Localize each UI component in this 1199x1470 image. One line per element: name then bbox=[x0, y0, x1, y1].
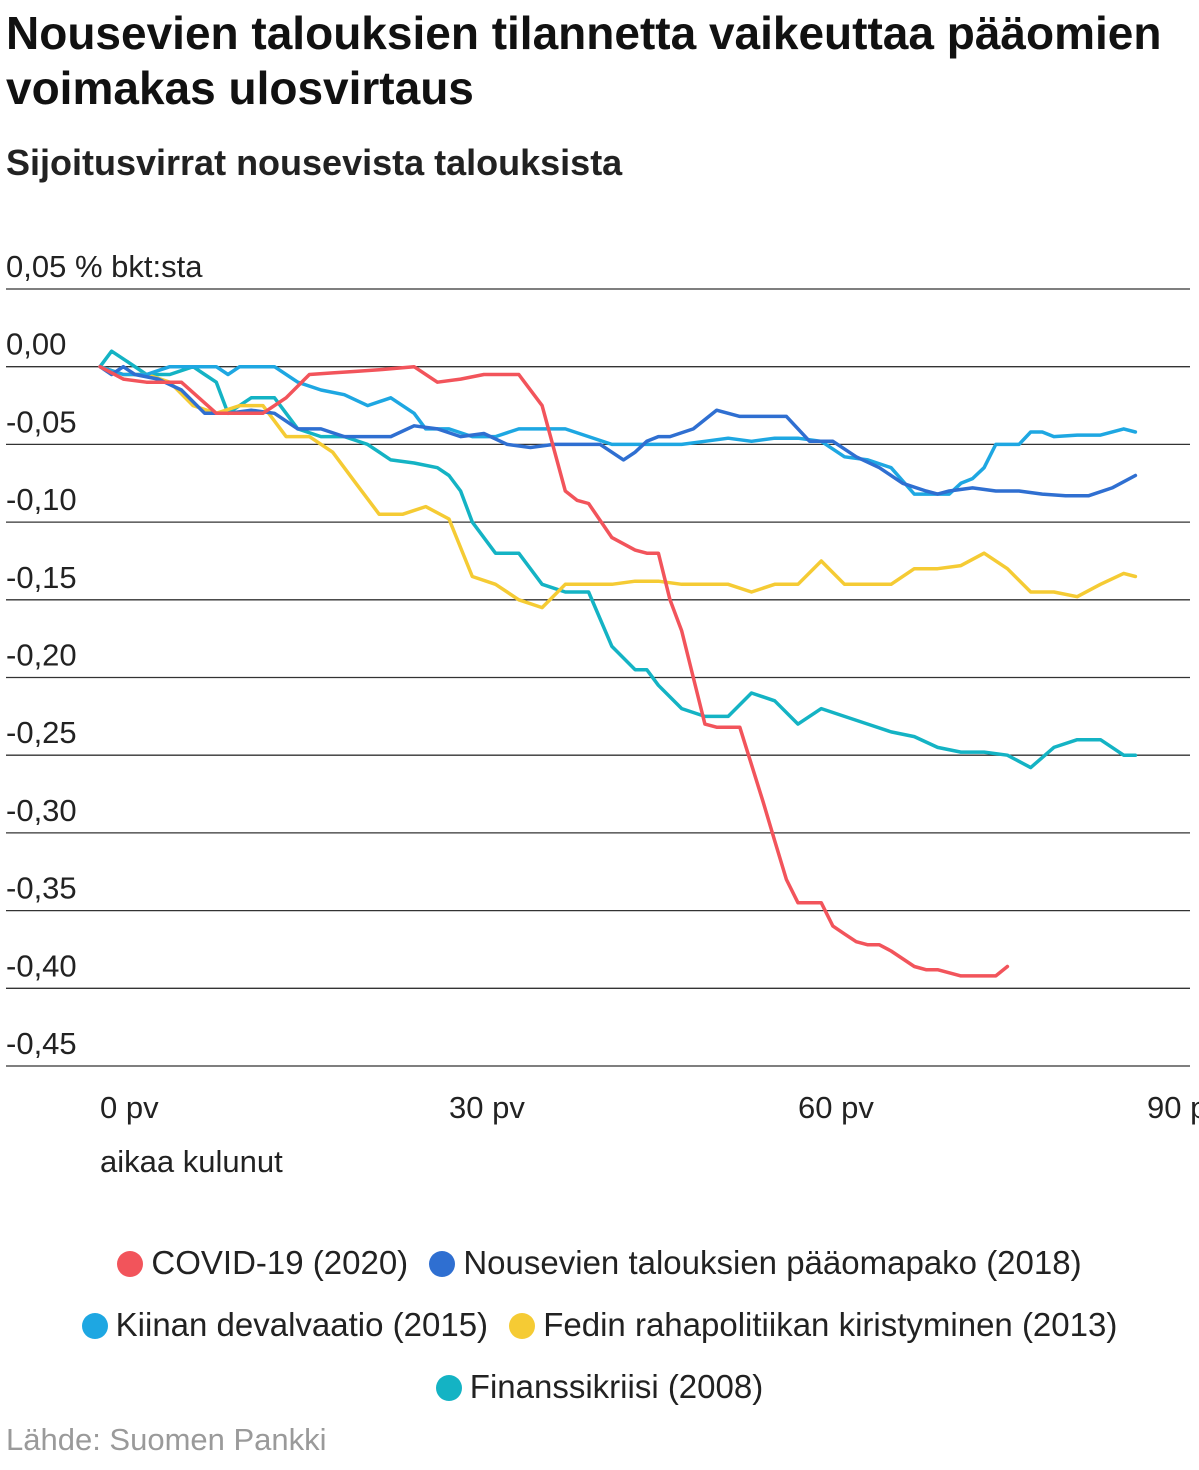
series-line-4 bbox=[98, 349, 1138, 770]
legend-label-fed: Fedin rahapolitiikan kiristyminen (2013) bbox=[543, 1306, 1118, 1343]
y-tick-label: 0,00 bbox=[6, 327, 66, 362]
legend-row-1: COVID-19 (2020) Nousevien talouksien pää… bbox=[0, 1232, 1199, 1294]
chart-subtitle: Sijoitusvirrat nousevista talouksista bbox=[6, 142, 623, 183]
legend: COVID-19 (2020) Nousevien talouksien pää… bbox=[0, 1232, 1199, 1418]
legend-label-china: Kiinan devalvaatio (2015) bbox=[115, 1306, 489, 1343]
y-tick-label: -0,20 bbox=[6, 638, 77, 673]
line-chart: 0,05 % bkt:sta 0,00 -0,05 -0,10 -0,15 -0,20 -0… bbox=[6, 249, 1199, 1179]
series-line-0 bbox=[98, 364, 1010, 978]
y-tick-label: -0,15 bbox=[6, 560, 77, 595]
y-tick-label: -0,45 bbox=[6, 1026, 77, 1061]
y-axis-unit-label: 0,05 % bkt:sta bbox=[6, 249, 203, 284]
legend-item-covid: COVID-19 (2020) bbox=[117, 1232, 408, 1294]
series-line-1 bbox=[98, 364, 1138, 498]
series-line-3 bbox=[98, 364, 1138, 610]
x-tick-label: 60 pv bbox=[798, 1090, 874, 1125]
x-axis-label: aikaa kulunut bbox=[100, 1144, 283, 1179]
legend-item-financial-crisis: Finanssikriisi (2008) bbox=[435, 1356, 764, 1418]
legend-item-capital-flight: Nousevien talouksien pääomapako (2018) bbox=[429, 1232, 1082, 1294]
legend-label-financial-crisis: Finanssikriisi (2008) bbox=[469, 1368, 764, 1405]
legend-item-fed: Fedin rahapolitiikan kiristyminen (2013) bbox=[509, 1294, 1117, 1356]
legend-dot-fed bbox=[509, 1313, 536, 1339]
legend-row-2: Kiinan devalvaatio (2015) Fedin rahapoli… bbox=[0, 1294, 1199, 1356]
legend-dot-covid bbox=[117, 1251, 144, 1277]
legend-item-china: Kiinan devalvaatio (2015) bbox=[81, 1294, 489, 1356]
y-tick-label: -0,25 bbox=[6, 715, 77, 750]
legend-dot-financial-crisis bbox=[435, 1375, 462, 1401]
series-line-2 bbox=[98, 364, 1138, 496]
y-tick-label: -0,10 bbox=[6, 482, 77, 517]
legend-dot-china bbox=[81, 1313, 108, 1339]
y-tick-label: -0,05 bbox=[6, 404, 77, 439]
x-tick-label: 90 pv bbox=[1147, 1090, 1199, 1125]
source-note: Lähde: Suomen Pankki bbox=[6, 1422, 327, 1457]
x-tick-label: 30 pv bbox=[449, 1090, 525, 1125]
y-tick-label: -0,30 bbox=[6, 793, 77, 828]
y-tick-label: -0,40 bbox=[6, 948, 77, 983]
y-tick-label: -0,35 bbox=[6, 871, 77, 906]
chart-title: Nousevien talouksien tilannetta vaikeutt… bbox=[6, 7, 1162, 114]
x-tick-label: 0 pv bbox=[100, 1090, 159, 1125]
legend-label-covid: COVID-19 (2020) bbox=[151, 1244, 409, 1281]
legend-label-capital-flight: Nousevien talouksien pääomapako (2018) bbox=[463, 1244, 1082, 1281]
legend-dot-capital-flight bbox=[429, 1251, 456, 1277]
legend-row-3: Finanssikriisi (2008) bbox=[0, 1356, 1199, 1418]
